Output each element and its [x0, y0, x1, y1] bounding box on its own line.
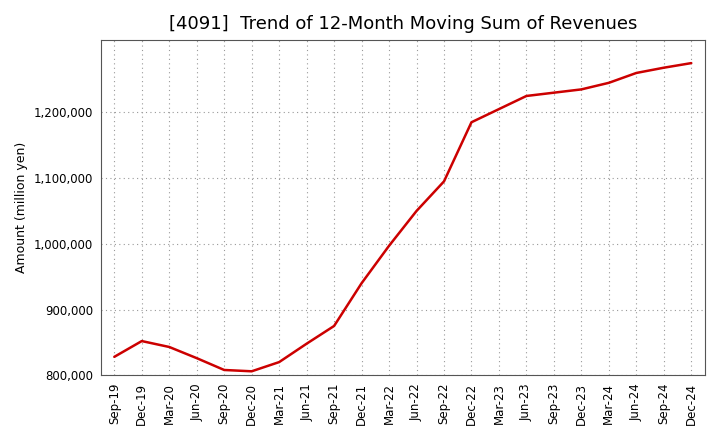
- Y-axis label: Amount (million yen): Amount (million yen): [15, 142, 28, 273]
- Title: [4091]  Trend of 12-Month Moving Sum of Revenues: [4091] Trend of 12-Month Moving Sum of R…: [168, 15, 637, 33]
